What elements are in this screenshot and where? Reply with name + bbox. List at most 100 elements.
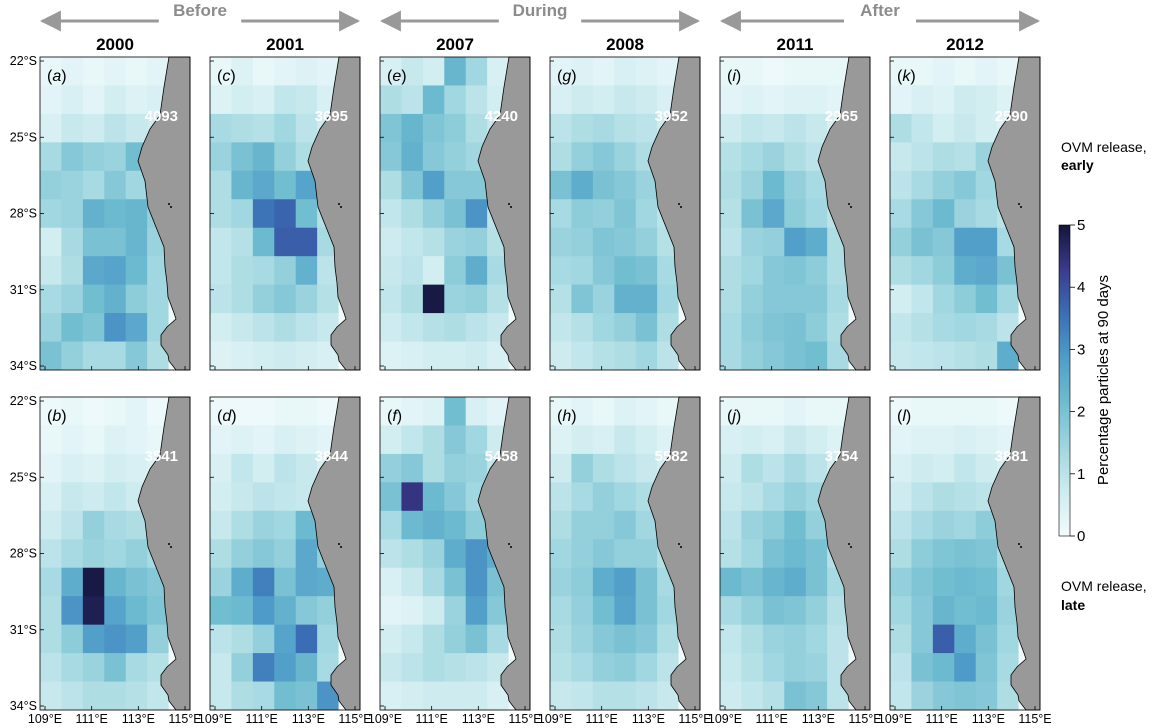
lon-tick-label: 115°E (168, 712, 201, 726)
heatmap-cell (147, 284, 169, 314)
heatmap-cell (274, 624, 297, 654)
heatmap-cell (380, 453, 402, 483)
heatmap-cell (550, 313, 572, 342)
heatmap-cell (975, 624, 998, 654)
heatmap-cell (762, 113, 785, 143)
heatmap-cell (720, 284, 742, 314)
heatmap-cell (210, 284, 232, 314)
heatmap-cell (911, 284, 934, 314)
heatmap-cell (274, 313, 297, 342)
heatmap-cell (252, 57, 275, 86)
heatmap-cell (784, 482, 807, 512)
heatmap-cell (252, 681, 275, 711)
heatmap-cell (252, 341, 275, 371)
heatmap-cell (380, 142, 402, 172)
heatmap-cell (465, 57, 488, 86)
heatmap-cell (741, 57, 764, 86)
heatmap-cell (954, 397, 977, 426)
island-mark (1018, 543, 1020, 545)
heatmap-cell (125, 199, 148, 229)
heatmap-cell (550, 284, 572, 314)
row-label-late-line2: late (1061, 597, 1085, 613)
heatmap-cell (720, 510, 742, 540)
heatmap-cell (657, 284, 679, 314)
heatmap-cell (231, 256, 254, 286)
heatmap-cell (932, 397, 955, 426)
heatmap-cell (592, 539, 615, 569)
heatmap-cell (614, 199, 637, 229)
heatmap-cell (401, 596, 424, 626)
heatmap-cell (465, 227, 488, 257)
heatmap-cell (317, 284, 339, 314)
heatmap-cell (720, 453, 742, 483)
island-mark (168, 203, 170, 205)
heatmap-cell (125, 510, 148, 540)
heatmap-cell (762, 85, 785, 115)
heatmap-cell (252, 596, 275, 626)
lon-tick-label: 109°E (28, 712, 62, 726)
heatmap-cell (40, 341, 62, 371)
heatmap-cell (975, 510, 998, 540)
heatmap-cell (975, 453, 998, 483)
row-label-early-line2: early (1061, 157, 1094, 173)
heatmap-cell (252, 113, 275, 143)
heatmap-cell (635, 256, 658, 286)
heatmap-cell (465, 596, 488, 626)
heatmap-cell (890, 510, 912, 540)
heatmap-cell (317, 57, 339, 86)
period-label: Before (173, 1, 227, 20)
heatmap-cell (380, 397, 402, 426)
heatmap-cell (614, 57, 637, 86)
heatmap-cell (975, 227, 998, 257)
particle-count: 3844 (315, 448, 349, 465)
heatmap-cell (274, 681, 297, 711)
heatmap-cell (762, 313, 785, 342)
heatmap-cell (444, 57, 467, 86)
heatmap-cell (592, 453, 615, 483)
heatmap-cell (231, 596, 254, 626)
heatmap-cell (954, 567, 977, 597)
heatmap-cell (210, 142, 232, 172)
heatmap-cell (997, 284, 1019, 314)
heatmap-cell (487, 284, 509, 314)
heatmap-cell (444, 199, 467, 229)
heatmap-cell (890, 142, 912, 172)
heatmap-cell (784, 624, 807, 654)
heatmap-cell (550, 453, 572, 483)
heatmap-cell (125, 227, 148, 257)
heatmap-cell (252, 170, 275, 200)
heatmap-cell (274, 653, 297, 682)
panel-letter: (j) (727, 408, 741, 425)
island-mark (850, 206, 852, 208)
heatmap-cell (295, 199, 318, 229)
heatmap-cell (295, 256, 318, 286)
map-panel-k: (k) 2590 (889, 56, 1041, 371)
heatmap-cell (444, 596, 467, 626)
panel-letter: (b) (47, 408, 67, 425)
heatmap-cell (295, 113, 318, 143)
lon-tick-label: 109°E (538, 712, 572, 726)
heatmap-cell (82, 596, 105, 626)
heatmap-cell (317, 397, 339, 426)
lat-tick-label: 22°S (10, 394, 37, 408)
heatmap-cell (210, 170, 232, 200)
heatmap-cell (444, 681, 467, 711)
heatmap-cell (274, 57, 297, 86)
panel-letter: (c) (217, 68, 236, 85)
heatmap-cell (147, 397, 169, 426)
heatmap-cell (805, 227, 828, 257)
heatmap-cell (571, 596, 594, 626)
landmass (307, 396, 361, 711)
heatmap-cell (231, 681, 254, 711)
lon-tick-label: 111°E (585, 712, 617, 726)
heatmap-cell (401, 397, 424, 426)
heatmap-cell (82, 313, 105, 342)
heatmap-cell (231, 539, 254, 569)
heatmap-cell (104, 227, 127, 257)
heatmap-cell (380, 596, 402, 626)
heatmap-cell (762, 199, 785, 229)
heatmap-cell (40, 227, 62, 257)
heatmap-cell (741, 313, 764, 342)
heatmap-cell (231, 453, 254, 483)
